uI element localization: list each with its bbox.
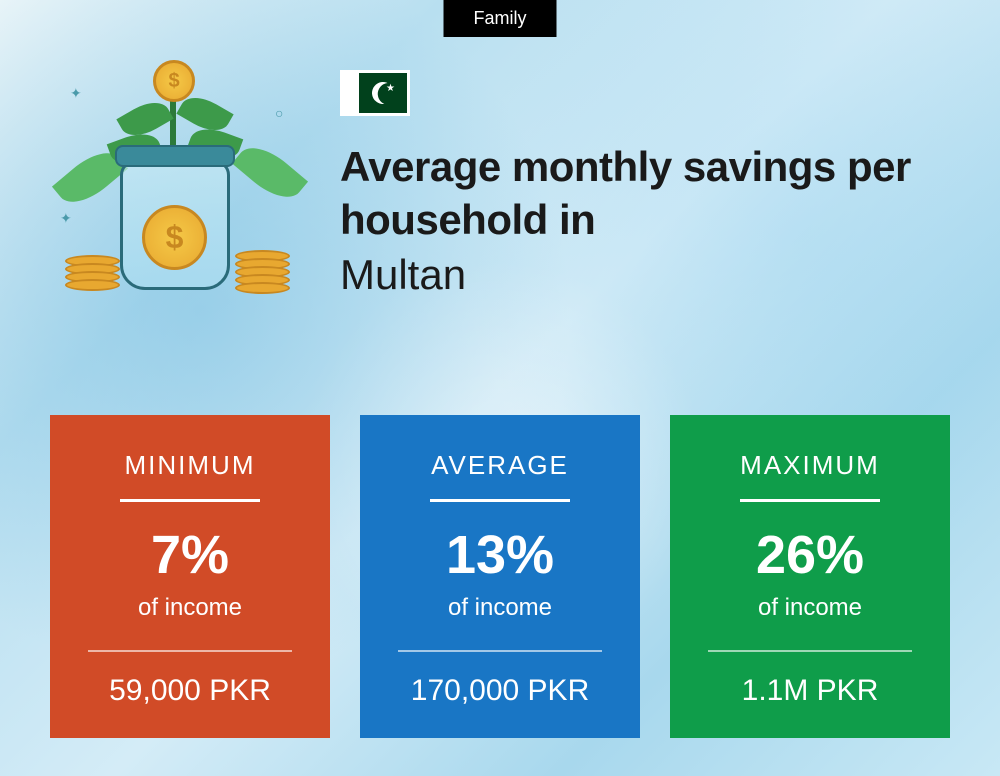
coin-stack-icon: [235, 250, 290, 290]
stats-cards: MINIMUM 7% of income 59,000 PKR AVERAGE …: [50, 415, 950, 738]
leaf-icon: [232, 137, 308, 209]
sparkle-icon: ✦: [70, 85, 82, 102]
city-name: Multan: [340, 251, 960, 299]
divider: [708, 650, 912, 652]
divider: [88, 650, 292, 652]
header-section: ✦ ○ ✦ $ $ ★: [50, 60, 960, 320]
card-subtext: of income: [380, 594, 620, 622]
divider: [120, 499, 260, 502]
card-label: MAXIMUM: [690, 450, 930, 481]
category-badge: Family: [444, 0, 557, 37]
card-minimum: MINIMUM 7% of income 59,000 PKR: [50, 415, 330, 738]
divider: [740, 499, 880, 502]
sparkle-icon: ○: [275, 105, 283, 121]
jar-lid: [115, 145, 235, 167]
pakistan-flag-icon: ★: [340, 70, 410, 116]
card-subtext: of income: [70, 594, 310, 622]
card-label: AVERAGE: [380, 450, 620, 481]
divider: [398, 650, 602, 652]
card-average: AVERAGE 13% of income 170,000 PKR: [360, 415, 640, 738]
divider: [430, 499, 570, 502]
coin-icon: $: [142, 205, 207, 270]
card-label: MINIMUM: [70, 450, 310, 481]
card-percent: 7%: [70, 524, 310, 586]
card-percent: 26%: [690, 524, 930, 586]
savings-jar-illustration: ✦ ○ ✦ $ $: [50, 60, 310, 320]
coin-stack-icon: [65, 255, 120, 295]
card-subtext: of income: [690, 594, 930, 622]
card-amount: 1.1M PKR: [690, 674, 930, 708]
top-coin-icon: $: [153, 60, 195, 102]
page-title: Average monthly savings per household in: [340, 141, 960, 246]
card-amount: 170,000 PKR: [380, 674, 620, 708]
title-area: ★ Average monthly savings per household …: [340, 60, 960, 299]
card-maximum: MAXIMUM 26% of income 1.1M PKR: [670, 415, 950, 738]
sparkle-icon: ✦: [60, 210, 72, 227]
card-amount: 59,000 PKR: [70, 674, 310, 708]
card-percent: 13%: [380, 524, 620, 586]
